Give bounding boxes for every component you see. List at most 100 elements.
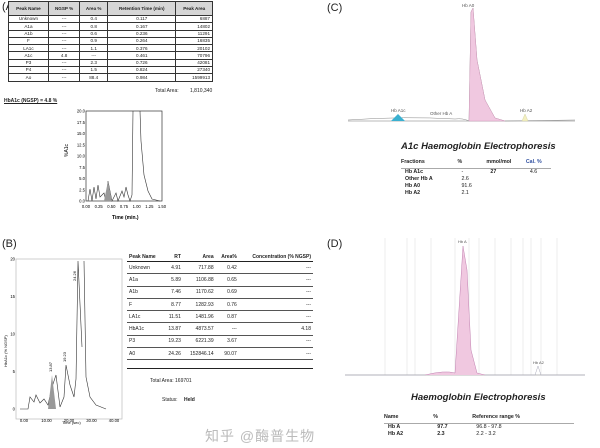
table-row: Hb A0 91.6 — [401, 183, 551, 190]
column-header: Retention Time (min) — [107, 1, 177, 16]
table-cell: --- — [47, 22, 81, 31]
table-cell: 11.51 — [163, 310, 183, 324]
table-cell: 0.264 — [107, 36, 177, 46]
table-cell: 4.91 — [163, 261, 183, 275]
table-cell: 6221.39 — [182, 335, 216, 349]
table-cell: Hb A1c — [405, 169, 424, 176]
table-cell: P3 — [8, 58, 49, 68]
table-cell: 0.4 — [79, 14, 109, 24]
table-row: Hb A1c - 27 4.6 — [401, 169, 551, 176]
table-cell: --- — [238, 347, 313, 361]
panel-b-status-value: Held — [184, 397, 195, 403]
column-header: % — [457, 159, 487, 169]
column-header: Peak Area — [175, 1, 213, 16]
table-cell: 0.9 — [79, 36, 109, 46]
table-cell — [526, 176, 551, 183]
table-row: A1a 5.89 1106.88 0.65 --- — [127, 273, 313, 287]
table-cell — [486, 190, 525, 197]
column-header: Fractions — [401, 159, 458, 169]
table-cell: 4873.57 — [182, 322, 216, 336]
table-cell: --- — [238, 298, 313, 312]
tick-label: 12.5 — [77, 142, 86, 147]
table-cell: 97.7 — [437, 424, 448, 431]
table-cell: Unknown — [8, 14, 49, 24]
table-cell: 0.8 — [79, 22, 109, 31]
table-cell: 0.87 — [215, 310, 239, 324]
column-header: % — [433, 414, 473, 424]
tick-label: 0.25 — [95, 204, 104, 209]
table-cell: 27 — [490, 169, 497, 176]
peak-label: Hb A0 — [462, 3, 475, 8]
table-cell: 91.6 — [461, 183, 472, 189]
table-cell: A0 — [127, 347, 164, 361]
table-cell: 0.376 — [107, 44, 177, 53]
tick-label: 7.5 — [79, 165, 85, 170]
table-cell: 20102 — [175, 44, 213, 53]
table-cell: F — [127, 298, 164, 312]
table-cell: 2.3 — [437, 431, 445, 437]
table-cell: 7.46 — [163, 286, 183, 299]
table-cell: 152846.14 — [182, 347, 216, 361]
table-cell: Hb A0 — [405, 183, 421, 189]
table-cell: A1b — [127, 286, 164, 299]
table-cell: P4 — [8, 66, 49, 75]
table-cell: 0.461 — [107, 51, 177, 60]
table-row: A0 24.26 152846.14 90.07 --- — [127, 347, 313, 361]
table-cell: 19.23 — [163, 335, 183, 349]
table-cell — [486, 183, 525, 190]
peak-label: Hb A2 — [520, 108, 533, 113]
table-cell: Ao — [8, 73, 49, 82]
table-cell: 27340 — [175, 66, 213, 75]
panel-b-total: Total Area: 169701 — [150, 378, 192, 384]
table-cell: 0.824 — [107, 66, 177, 75]
table-cell: --- — [47, 14, 81, 24]
table-cell: 70796 — [175, 51, 213, 60]
table-cell: --- — [238, 261, 313, 275]
table-cell: 0.984 — [107, 73, 177, 82]
table-cell: Unknown — [127, 261, 164, 275]
table-cell: 0.76 — [215, 298, 239, 312]
panel-c-table: Fractions% mmol/mol Cal. % Hb A1c -27 4.6 Othe… — [401, 159, 551, 197]
table-cell: --- — [47, 29, 81, 38]
table-cell: 0.167 — [107, 22, 177, 31]
table-cell: 13.87 — [163, 322, 183, 336]
column-header: Reference range % — [472, 414, 574, 424]
table-cell — [486, 176, 525, 183]
table-row: Other Hb A 2.6 — [401, 176, 551, 183]
tick-label: 17.5 — [77, 120, 86, 125]
tick-label: 5 — [13, 369, 16, 374]
peak-label: Hb A1c — [391, 108, 406, 113]
peak-label: 19.23 — [62, 351, 67, 362]
column-header: Area % — [79, 1, 109, 16]
table-row: P3 19.23 6221.39 3.67 --- — [127, 335, 313, 349]
table-cell: --- — [215, 322, 239, 336]
table-cell: --- — [238, 273, 313, 287]
tick-label: 1.00 — [133, 204, 142, 209]
panel-b-status-label: Status: — [162, 397, 178, 403]
table-cell: 14802 — [175, 22, 213, 31]
panel-b-table: Peak Name RT Area Area% Concentration (% NGS… — [127, 253, 313, 361]
y-axis-label: %A1c — [64, 143, 70, 157]
tick-label: 2.5 — [79, 187, 85, 192]
tick-label: 5.0 — [79, 176, 85, 181]
table-cell: Hb A2 — [388, 431, 404, 437]
tick-label: 15 — [10, 294, 15, 299]
plot-frame — [85, 110, 163, 202]
table-cell: --- — [47, 66, 81, 75]
panel-c-electropherogram: Hb A0 Hb A1c Other Hb A Hb A2 — [347, 3, 576, 122]
tick-label: 0.00 — [20, 418, 29, 423]
table-cell: 4.18 — [238, 322, 313, 336]
a1c-peak — [104, 181, 112, 201]
table-cell: HbA1c — [127, 322, 164, 336]
table-row: Hb A2 2.3 2.2 - 3.2 — [384, 431, 574, 438]
table-cell: 6887 — [175, 14, 213, 24]
column-header: Peak Name — [127, 253, 164, 262]
table-row: A1c 4.8 --- 0.461 70796 — [8, 51, 213, 60]
table-cell: A1a — [8, 22, 49, 31]
table-cell: --- — [238, 310, 313, 324]
tick-label: 20.0 — [77, 109, 86, 114]
panel-b-label: (B) — [2, 238, 17, 250]
table-cell: F — [8, 36, 49, 46]
tick-label: 0 — [13, 407, 16, 412]
table-cell: Other Hb A — [405, 176, 433, 182]
